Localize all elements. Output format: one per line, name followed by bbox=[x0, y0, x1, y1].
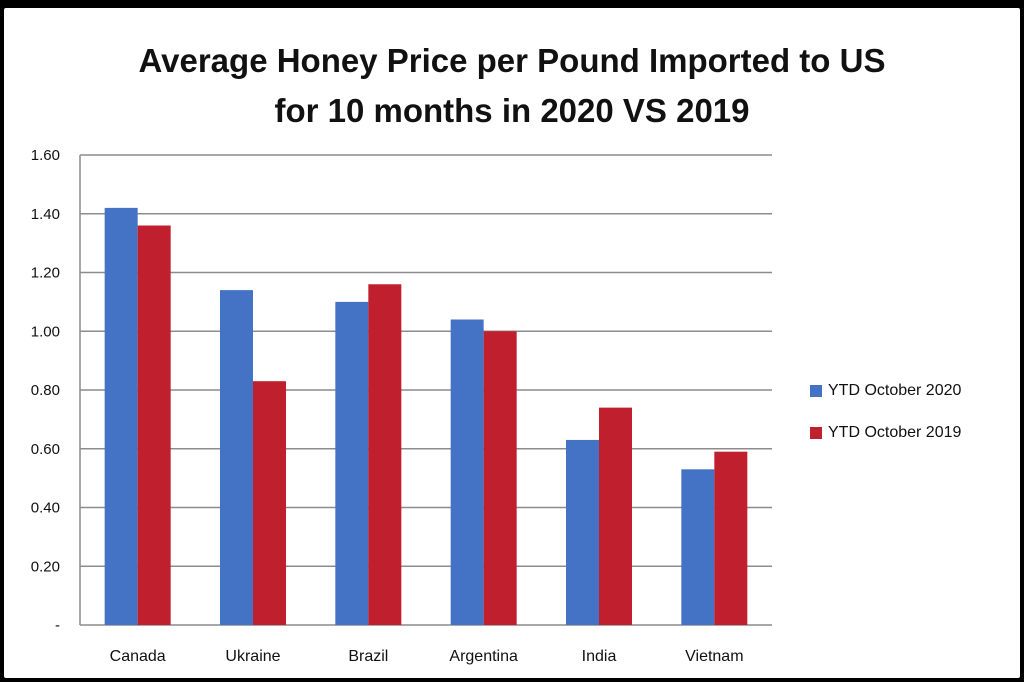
bar-chart: - 0.20 0.40 0.60 0.80 1.00 1.20 1.40 1.60 Canada U… bbox=[31, 147, 772, 665]
y-tick-label: 1.60 bbox=[31, 147, 60, 164]
bar bbox=[681, 469, 715, 625]
y-tick-label: 1.20 bbox=[31, 265, 60, 282]
bar bbox=[566, 439, 599, 625]
legend-label-2019: YTD October 2019 bbox=[828, 424, 962, 441]
x-tick-label: Brazil bbox=[348, 648, 388, 665]
legend: YTD October 2020 YTD October 2019 bbox=[810, 380, 961, 464]
x-tick-label: Canada bbox=[110, 648, 166, 665]
bar bbox=[335, 301, 369, 625]
x-tick-label: Argentina bbox=[449, 648, 518, 665]
legend-swatch-2020 bbox=[810, 385, 822, 397]
bar bbox=[220, 290, 253, 625]
legend-label-2020: YTD October 2020 bbox=[828, 382, 962, 399]
bar bbox=[483, 331, 517, 625]
bar bbox=[104, 207, 138, 625]
bar bbox=[714, 451, 748, 625]
y-tick-label: 0.20 bbox=[31, 558, 60, 575]
legend-swatch-2019 bbox=[810, 427, 822, 439]
bar bbox=[450, 319, 484, 625]
legend-item-2020: YTD October 2020 bbox=[810, 380, 961, 402]
bar bbox=[253, 381, 286, 625]
chart-title: Average Honey Price per Pound Imported t… bbox=[138, 42, 886, 79]
y-tick-label: 0.80 bbox=[31, 382, 60, 399]
y-tick-label: 1.40 bbox=[31, 206, 60, 223]
chart-frame: Average Honey Price per Pound Imported t… bbox=[4, 8, 1020, 678]
x-tick-label: India bbox=[582, 648, 617, 665]
y-tick-label: 0.60 bbox=[31, 441, 60, 458]
bar bbox=[599, 407, 632, 625]
x-tick-label: Vietnam bbox=[685, 648, 743, 665]
bar bbox=[137, 225, 171, 625]
bar bbox=[368, 284, 402, 625]
x-tick-label: Ukraine bbox=[225, 648, 280, 665]
y-tick-label: 1.00 bbox=[31, 323, 60, 340]
y-tick-label: - bbox=[55, 617, 60, 634]
chart-subtitle: for 10 months in 2020 VS 2019 bbox=[274, 92, 750, 129]
y-tick-label: 0.40 bbox=[31, 500, 60, 517]
legend-item-2019: YTD October 2019 bbox=[810, 422, 961, 444]
chart-title-block: Average Honey Price per Pound Imported t… bbox=[4, 36, 1020, 136]
